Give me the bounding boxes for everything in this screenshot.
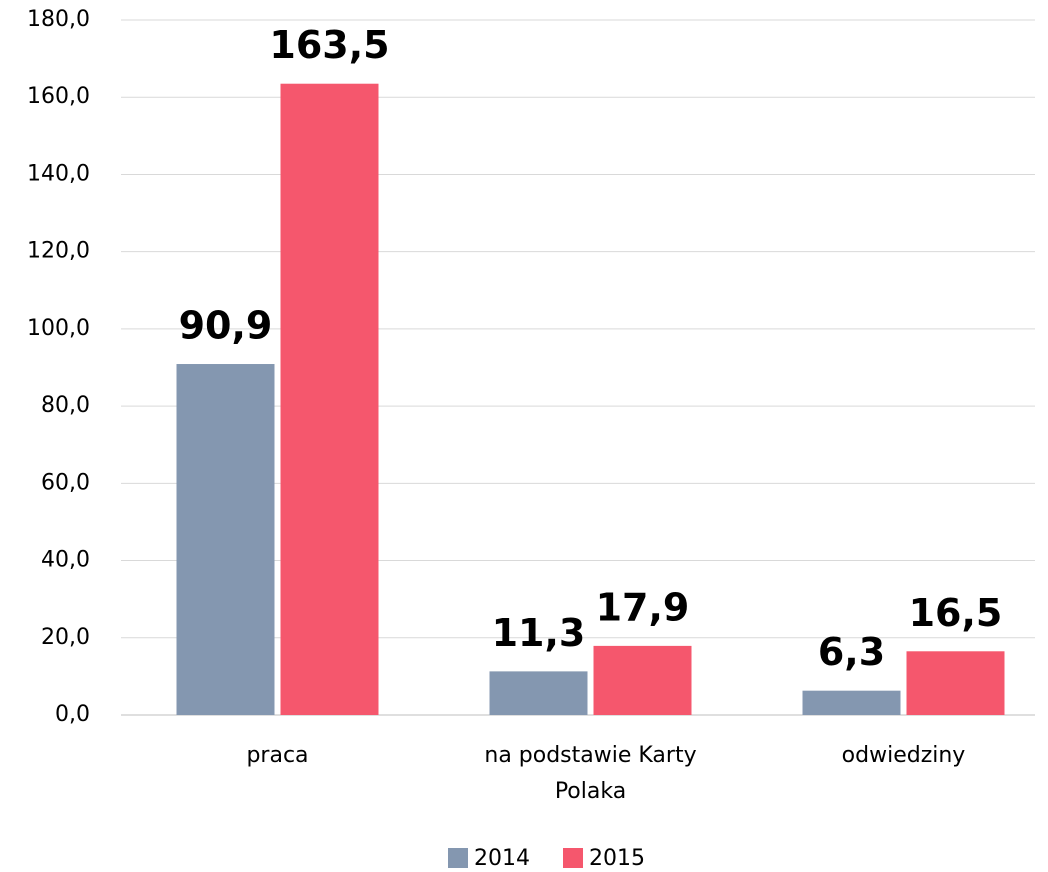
legend-swatch — [563, 848, 583, 868]
bar — [906, 651, 1005, 715]
legend-swatch — [448, 848, 468, 868]
bar — [593, 645, 692, 715]
bar — [489, 671, 588, 715]
data-label: 11,3 — [492, 611, 586, 655]
x-tick-label: odwiedziny — [841, 743, 966, 768]
y-tick-label: 180,0 — [27, 7, 90, 32]
data-label: 163,5 — [269, 23, 389, 67]
data-label: 90,9 — [179, 304, 273, 348]
data-label: 6,3 — [818, 630, 885, 674]
y-tick-label: 0,0 — [55, 702, 90, 727]
x-tick-label: na podstawie Karty Polaka — [484, 743, 697, 804]
legend-label: 2014 — [474, 846, 530, 871]
bar — [280, 83, 379, 716]
x-tick-label: praca — [246, 743, 309, 768]
data-label: 17,9 — [596, 585, 690, 629]
data-label: 16,5 — [909, 591, 1003, 635]
y-tick-label: 100,0 — [27, 316, 90, 341]
y-tick-label: 140,0 — [27, 161, 90, 186]
y-tick-label: 40,0 — [41, 548, 90, 573]
bar — [802, 690, 901, 715]
bar — [176, 364, 275, 715]
y-tick-label: 20,0 — [41, 625, 90, 650]
y-tick-label: 80,0 — [41, 393, 90, 418]
y-tick-label: 60,0 — [41, 470, 90, 495]
y-tick-label: 120,0 — [27, 239, 90, 264]
legend-label: 2015 — [589, 846, 645, 871]
y-tick-label: 160,0 — [27, 84, 90, 109]
